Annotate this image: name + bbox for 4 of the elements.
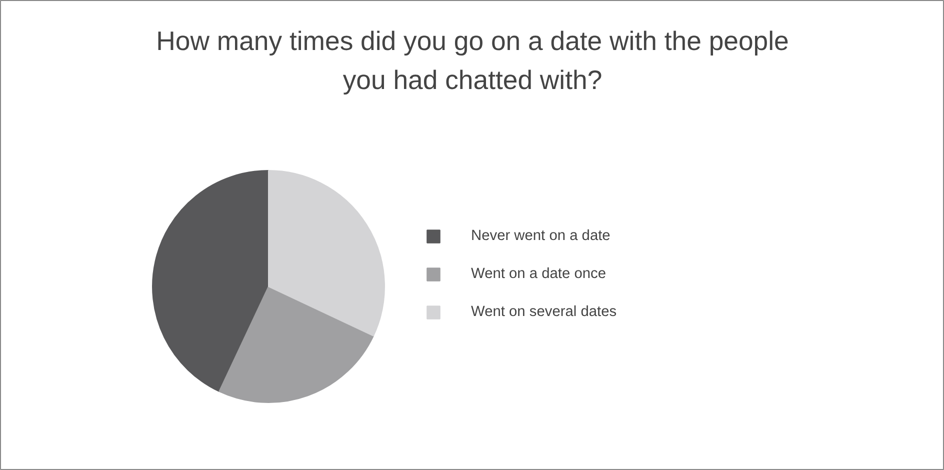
chart-title: How many times did you go on a date with the people you had chatted with? (156, 26, 789, 95)
legend-label: Went on several dates (471, 304, 617, 320)
legend-label: Went on a date once (471, 266, 606, 282)
legend-label: Never went on a date (471, 228, 610, 244)
